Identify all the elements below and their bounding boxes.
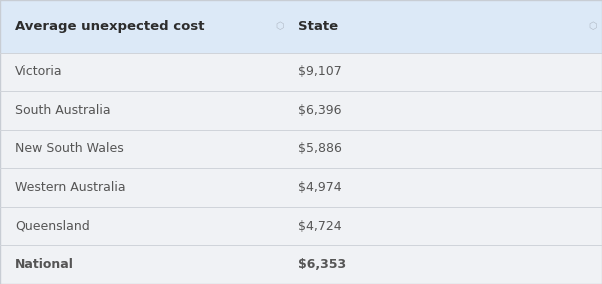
Bar xyxy=(0,207,602,245)
Bar xyxy=(0,168,602,207)
Text: $4,724: $4,724 xyxy=(298,220,341,233)
Text: ⬡: ⬡ xyxy=(589,21,597,31)
Bar xyxy=(0,0,602,53)
Text: $5,886: $5,886 xyxy=(298,143,342,155)
Bar xyxy=(0,53,602,91)
Text: National: National xyxy=(15,258,74,271)
Bar xyxy=(0,245,602,284)
Text: ⬡: ⬡ xyxy=(276,21,284,31)
Text: $4,974: $4,974 xyxy=(298,181,341,194)
Text: $6,396: $6,396 xyxy=(298,104,341,117)
Text: State: State xyxy=(298,20,338,33)
Text: Average unexpected cost: Average unexpected cost xyxy=(15,20,205,33)
Text: South Australia: South Australia xyxy=(15,104,111,117)
Text: New South Wales: New South Wales xyxy=(15,143,124,155)
Text: $9,107: $9,107 xyxy=(298,65,342,78)
Bar xyxy=(0,130,602,168)
Text: Victoria: Victoria xyxy=(15,65,63,78)
Text: $6,353: $6,353 xyxy=(298,258,346,271)
Text: Western Australia: Western Australia xyxy=(15,181,126,194)
Bar xyxy=(0,91,602,130)
Text: Queensland: Queensland xyxy=(15,220,90,233)
